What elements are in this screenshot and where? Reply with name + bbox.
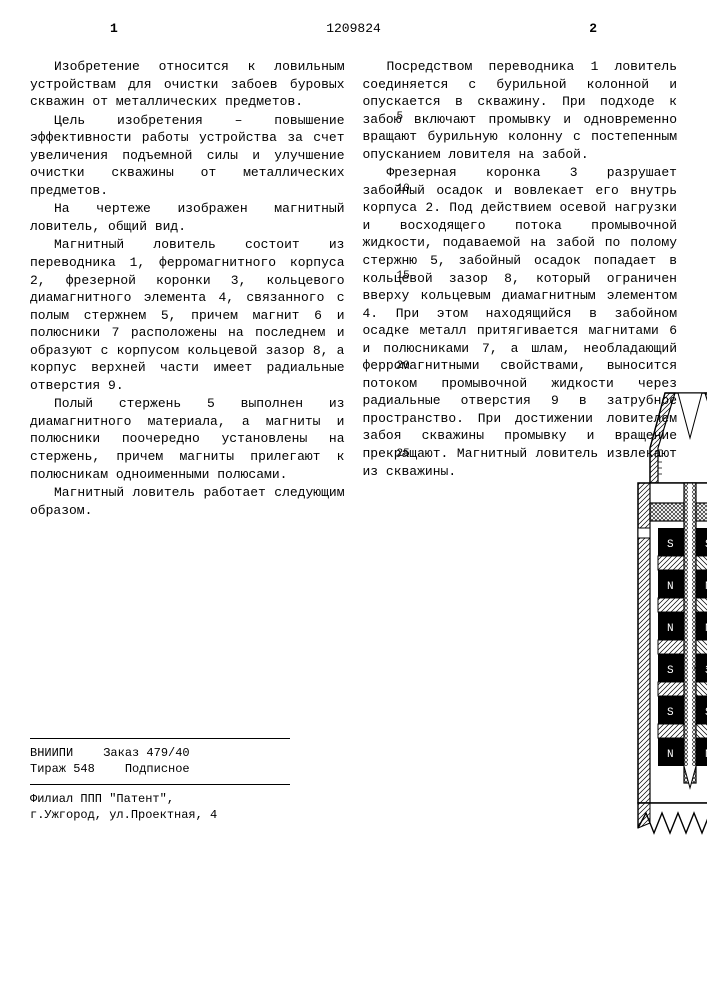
para-text: Фрезерная коронка 3 разрушает забойный о… (363, 165, 678, 478)
para: Магнитный ловитель состоит из переводник… (30, 236, 345, 394)
svg-text:N: N (667, 581, 674, 593)
magnet-stack-right: S N N S S N (696, 528, 707, 766)
milling-crown (638, 803, 707, 833)
svg-text:N: N (667, 623, 674, 635)
magnet-stack-left: S N N S S N (658, 528, 684, 766)
text-columns: Изобретение относится к ловильным устрой… (30, 58, 677, 520)
para: На чертеже изображен магнитный ловитель,… (30, 200, 345, 235)
line-number: 5 (373, 110, 404, 125)
para: 10 15 20 25Фрезерная коронка 3 разрушает за… (363, 164, 678, 480)
para: Изобретение относится к ловильным устрой… (30, 58, 345, 111)
svg-text:S: S (667, 665, 674, 677)
para-text: Посредством переводника 1 ловитель соеди… (363, 59, 678, 162)
footer-column: ВНИИПИ Заказ 479/40 Тираж 548 Подписное … (30, 528, 290, 854)
svg-text:S: S (667, 539, 674, 551)
footer-sub: Подписное (125, 761, 190, 777)
para: 5Посредством переводника 1 ловитель соед… (363, 58, 678, 163)
para: Магнитный ловитель работает следующим об… (30, 484, 345, 519)
bottom-section: ВНИИПИ Заказ 479/40 Тираж 548 Подписное … (30, 528, 677, 854)
footer-addr: г.Ужгород, ул.Проектная, 4 (30, 807, 290, 823)
footer-order: Заказ 479/40 (103, 745, 189, 761)
footer-block: ВНИИПИ Заказ 479/40 Тираж 548 Подписное … (30, 738, 290, 823)
column-left: Изобретение относится к ловильным устрой… (30, 58, 345, 520)
line-number: 15 (373, 269, 410, 284)
footer-branch: Филиал ППП "Патент", (30, 791, 290, 807)
footer-tirage: Тираж 548 (30, 761, 95, 777)
line-number: 20 (373, 359, 410, 374)
doc-number: 1209824 (326, 20, 381, 38)
page-header: 1 1209824 2 (30, 20, 677, 40)
para: Полый стержень 5 выполнен из диамагнитно… (30, 395, 345, 483)
page-num-left: 1 (110, 20, 118, 38)
line-number: 25 (373, 447, 410, 462)
para: Цель изобретения – повышение эффективнос… (30, 112, 345, 200)
svg-text:N: N (667, 749, 674, 761)
column-right: 5Посредством переводника 1 ловитель соед… (363, 58, 678, 520)
svg-text:S: S (667, 707, 674, 719)
line-number: 10 (373, 182, 410, 197)
page-num-right: 2 (589, 20, 597, 38)
footer-org: ВНИИПИ (30, 745, 73, 761)
